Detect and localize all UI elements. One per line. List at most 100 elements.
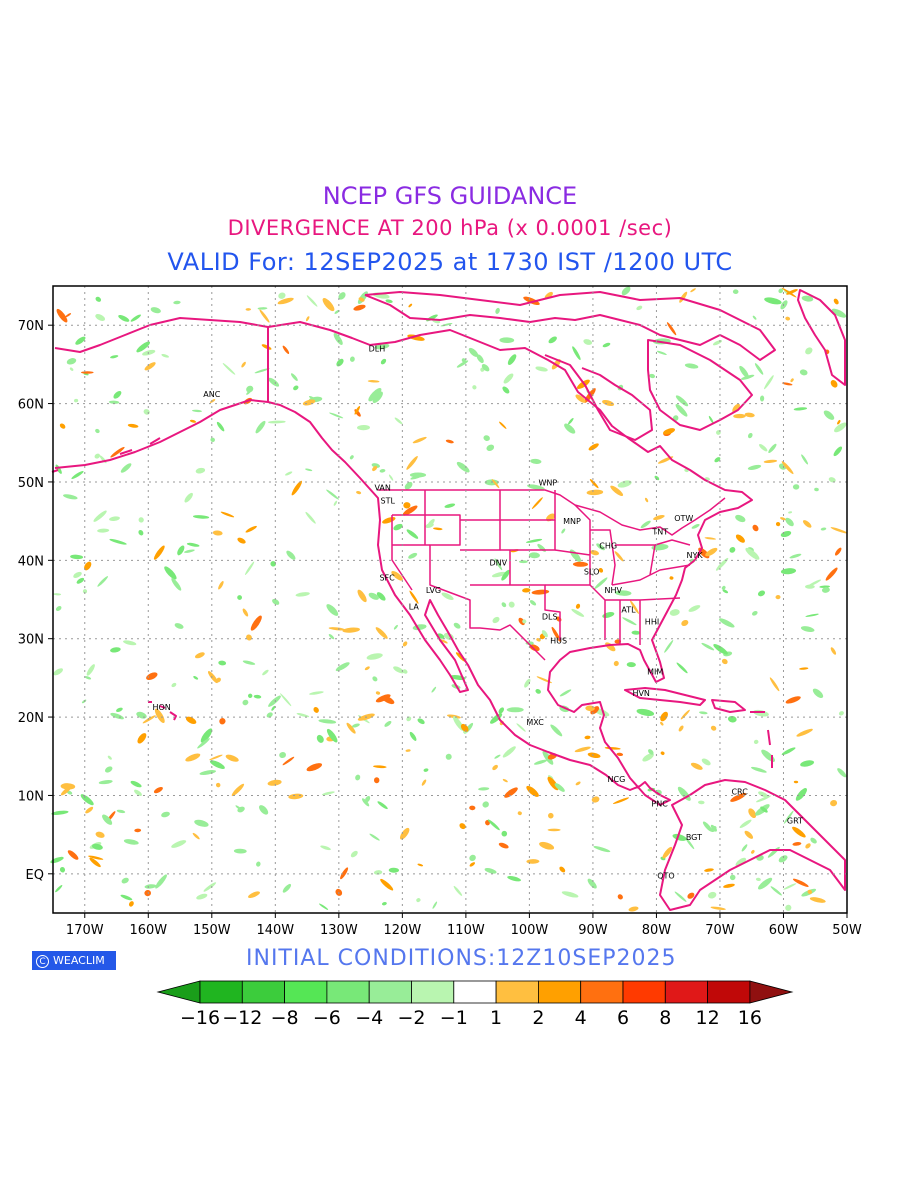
- convergence-blob: [571, 608, 585, 617]
- convergence-blob: [499, 337, 515, 344]
- convergence-blob: [335, 662, 350, 672]
- convergence-blob: [349, 455, 354, 460]
- convergence-blob: [272, 598, 280, 605]
- convergence-blob: [501, 830, 508, 837]
- divergence-blob: [628, 906, 639, 912]
- convergence-blob: [164, 566, 177, 580]
- convergence-blob: [783, 810, 794, 824]
- convergence-blob: [95, 428, 100, 434]
- convergence-blob: [329, 412, 344, 419]
- divergence-blob: [248, 891, 260, 898]
- colorbar-box: [199, 980, 243, 1004]
- convergence-blob: [441, 592, 454, 601]
- divergence-blob: [127, 423, 139, 428]
- chart-subtitle: DIVERGENCE AT 200 hPa (x 0.0001 /sec): [227, 216, 673, 240]
- convergence-blob: [800, 760, 815, 767]
- chart-title: NCEP GFS GUIDANCE: [322, 182, 578, 210]
- city-hus: HUS: [550, 636, 567, 645]
- convergence-blob: [719, 618, 735, 628]
- convergence-blob: [569, 549, 581, 562]
- convergence-blob: [507, 876, 522, 882]
- divergence-blob: [342, 627, 360, 633]
- city-van: VAN: [374, 483, 390, 492]
- convergence-blob: [664, 640, 674, 653]
- divergence-blob: [67, 850, 79, 860]
- divergence-blob: [763, 459, 778, 464]
- convergence-blob: [729, 547, 736, 553]
- convergence-blob: [572, 346, 581, 361]
- divergence-blob: [153, 545, 165, 560]
- convergence-blob: [197, 738, 210, 749]
- divergence-blob: [241, 361, 246, 368]
- divergence-blob: [354, 405, 361, 415]
- convergence-blob: [120, 463, 132, 473]
- divergence-blob: [523, 296, 540, 306]
- divergence-blob: [142, 715, 156, 724]
- convergence-blob: [171, 682, 177, 688]
- convergence-blob: [753, 739, 759, 745]
- city-anc: ANC: [203, 390, 220, 399]
- convergence-blob: [102, 814, 113, 825]
- convergence-blob: [70, 554, 84, 560]
- valid-time: VALID For: 12SEP2025 at 1730 IST /1200 U…: [167, 248, 733, 276]
- convergence-blob: [564, 423, 576, 434]
- lon-label: 60W: [769, 923, 799, 938]
- convergence-blob: [714, 457, 721, 463]
- convergence-blob: [781, 747, 796, 756]
- colorbar-box: [707, 980, 751, 1004]
- convergence-blob: [63, 494, 78, 500]
- convergence-blob: [259, 805, 269, 815]
- city-sfc: SFC: [379, 574, 395, 583]
- divergence-blob: [687, 892, 695, 899]
- divergence-blob: [128, 901, 134, 907]
- convergence-blob: [171, 578, 182, 591]
- convergence-blob: [76, 577, 85, 584]
- convergence-blob: [431, 686, 437, 693]
- convergence-blob: [256, 861, 261, 867]
- convergence-blob: [393, 523, 403, 531]
- divergence-blob: [440, 639, 448, 644]
- convergence-blob: [823, 410, 835, 420]
- divergence-blob: [89, 857, 101, 868]
- convergence-blob: [754, 363, 764, 375]
- convergence-blob: [268, 377, 280, 387]
- convergence-blob: [53, 668, 64, 676]
- divergence-blob: [602, 399, 615, 407]
- convergence-blob: [622, 617, 637, 626]
- divergence-blob: [748, 808, 757, 819]
- convergence-blob: [729, 874, 736, 881]
- divergence-blob: [403, 502, 411, 509]
- convergence-blob: [708, 415, 714, 424]
- convergence-blob: [739, 365, 749, 379]
- colorbar-label: 16: [738, 1007, 762, 1029]
- divergence-blob: [792, 878, 809, 887]
- convergence-blob: [649, 373, 656, 379]
- convergence-blob: [506, 707, 524, 713]
- convergence-blob: [535, 366, 548, 372]
- divergence-blob: [799, 667, 809, 670]
- convergence-blob: [319, 903, 329, 910]
- convergence-blob: [123, 839, 139, 845]
- divergence-blob: [469, 862, 476, 867]
- convergence-blob: [674, 891, 687, 902]
- divergence-blob: [372, 465, 378, 472]
- convergence-blob: [193, 675, 199, 680]
- convergence-blob: [468, 347, 479, 357]
- convergence-blob: [669, 609, 680, 616]
- convergence-blob: [406, 716, 412, 722]
- divergence-blob: [705, 547, 718, 557]
- convergence-blob: [753, 709, 769, 717]
- convergence-blob: [793, 407, 808, 411]
- convergence-blob: [177, 545, 185, 556]
- divergence-blob: [802, 520, 812, 528]
- convergence-blob: [764, 375, 774, 390]
- city-la: LA: [409, 603, 420, 612]
- divergence-blob: [137, 733, 147, 744]
- divergence-blob: [328, 627, 345, 631]
- convergence-blob: [136, 341, 151, 353]
- divergence-blob: [575, 603, 581, 609]
- divergence-blob: [185, 753, 201, 762]
- convergence-blob: [95, 296, 102, 302]
- divergence-blob: [357, 589, 367, 603]
- divergence-blob: [660, 751, 665, 755]
